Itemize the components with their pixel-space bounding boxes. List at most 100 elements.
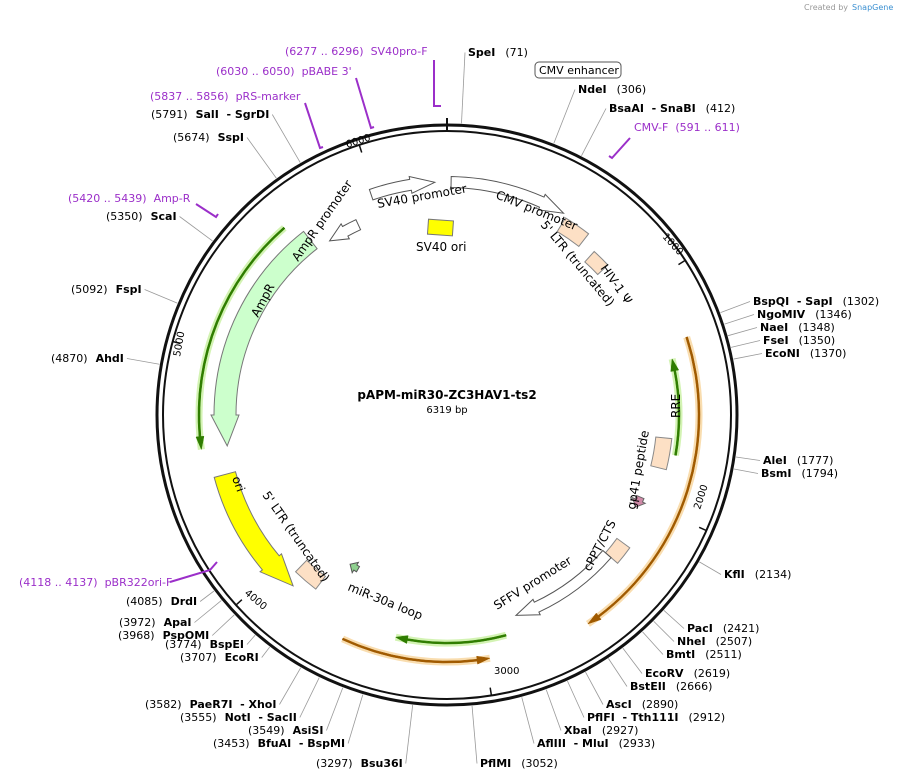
orange-arc-glow bbox=[586, 336, 703, 627]
enzyme-position: (2912) bbox=[689, 711, 726, 724]
primer-mark bbox=[169, 561, 218, 583]
enzyme-name: NgoMIV bbox=[757, 308, 806, 321]
enzyme-label: (4085) DrdI bbox=[126, 595, 197, 608]
watermark: Created by SnapGene bbox=[804, 3, 893, 12]
sffv-promoter-arrow bbox=[514, 549, 612, 616]
primer-label: CMV-F (591 .. 611) bbox=[634, 121, 740, 134]
enzyme-label: (3555) NotI - SacII bbox=[180, 711, 297, 724]
leader-line bbox=[642, 631, 664, 655]
primer-range: (5837 .. 5856) bbox=[150, 90, 229, 103]
enzyme-name: BstEII bbox=[630, 680, 666, 693]
tick-label: 3000 bbox=[494, 666, 519, 677]
tick bbox=[235, 599, 243, 606]
green-arc bbox=[195, 226, 286, 451]
primer-range: (591 .. 611) bbox=[675, 121, 740, 134]
enzyme-name: EcoRV bbox=[645, 667, 684, 680]
leader-line bbox=[471, 705, 478, 764]
tick-label: 2000 bbox=[692, 483, 710, 511]
leader-line bbox=[581, 108, 607, 156]
feature-label: gp41 peptide bbox=[624, 429, 652, 510]
ori-arrow bbox=[213, 471, 294, 587]
enzyme-name: SpeI bbox=[468, 46, 495, 59]
tick-label: 6000 bbox=[345, 133, 373, 151]
leader-line bbox=[727, 327, 758, 337]
leader-line bbox=[663, 610, 685, 629]
enzyme-position: (3555) bbox=[180, 711, 217, 724]
enzyme-name: ScaI bbox=[151, 210, 177, 223]
enzyme-label: (3297) Bsu36I bbox=[316, 757, 403, 770]
leader-line bbox=[733, 353, 763, 360]
watermark-prefix: Created by bbox=[804, 3, 848, 12]
primer-mark bbox=[195, 203, 219, 219]
feature-label: SV40 ori bbox=[416, 240, 467, 254]
map-length: 6319 bp bbox=[426, 405, 467, 416]
features bbox=[172, 144, 707, 696]
leader-line bbox=[326, 687, 344, 731]
gp41-mark bbox=[631, 494, 647, 508]
primer-name: pRS-marker bbox=[236, 90, 301, 103]
enzyme-position: (3549) bbox=[248, 724, 285, 737]
enzyme-name: DrdI bbox=[171, 595, 198, 608]
enzyme-position: (5791) bbox=[151, 108, 188, 121]
enzyme-name: BmtI bbox=[666, 648, 695, 661]
sv40-promoter-arrow bbox=[368, 175, 437, 201]
enzyme-position: (2933) bbox=[619, 737, 656, 750]
enzyme-label: (3582) PaeR7I - XhoI bbox=[145, 698, 276, 711]
leader-line bbox=[545, 689, 562, 731]
enzyme-label: PflMI (3052) bbox=[480, 757, 558, 770]
psi-box bbox=[584, 250, 609, 276]
enzyme-name: FseI bbox=[763, 334, 789, 347]
primer-name: pBABE 3' bbox=[302, 65, 352, 78]
enzyme-label: XbaI (2927) bbox=[564, 724, 638, 737]
leader-line bbox=[299, 677, 320, 718]
leader-line bbox=[622, 647, 643, 674]
cmv-promoter-arrow bbox=[450, 175, 565, 214]
mir30a-loop bbox=[349, 561, 361, 574]
enzyme-name: PspOMI bbox=[163, 629, 210, 642]
feature-box bbox=[534, 61, 622, 79]
enzyme-name: PflMI bbox=[480, 757, 511, 770]
tick-label: 5000 bbox=[172, 331, 187, 358]
enzyme-position: (3707) bbox=[180, 651, 217, 664]
leader-line bbox=[261, 646, 271, 658]
enzyme-position: (2507) bbox=[716, 635, 753, 648]
leader-line bbox=[585, 671, 604, 705]
tick bbox=[698, 526, 707, 532]
leader-line bbox=[461, 52, 466, 124]
sv40-ori-box bbox=[426, 218, 454, 237]
enzyme-name: NdeI bbox=[578, 83, 607, 96]
primer-range: (5420 .. 5439) bbox=[68, 192, 147, 205]
ampr-arrow bbox=[210, 230, 318, 448]
enzyme-position: (3297) bbox=[316, 757, 353, 770]
leader-lines bbox=[126, 52, 763, 764]
leader-line bbox=[405, 704, 414, 764]
primer-name: SV40pro-F bbox=[371, 45, 428, 58]
enzyme-label: AscI (2890) bbox=[606, 698, 678, 711]
enzyme-position: (2134) bbox=[755, 568, 792, 581]
leader-line bbox=[653, 620, 675, 642]
primer-label: (5420 .. 5439) Amp-R bbox=[68, 192, 191, 205]
orange-arc bbox=[587, 336, 701, 625]
primer-mark bbox=[304, 102, 324, 150]
orange-arc bbox=[341, 637, 491, 665]
enzyme-position: (3774) bbox=[165, 638, 202, 651]
leader-line bbox=[735, 456, 761, 461]
primer-mark bbox=[608, 137, 631, 160]
enzyme-position: (3972) bbox=[119, 616, 156, 629]
enzyme-name: BsmI bbox=[761, 467, 792, 480]
enzyme-name: SalI - SgrDI bbox=[196, 108, 270, 121]
enzyme-label: EcoRV (2619) bbox=[645, 667, 730, 680]
enzyme-label: (5350) ScaI bbox=[106, 210, 177, 223]
enzyme-label: NgoMIV (1346) bbox=[757, 308, 852, 321]
leader-line bbox=[567, 680, 585, 718]
leader-line bbox=[733, 468, 759, 474]
enzyme-name: Bsu36I bbox=[361, 757, 403, 770]
enzyme-position: (2890) bbox=[642, 698, 679, 711]
enzyme-position: (1370) bbox=[810, 347, 847, 360]
enzyme-name: XbaI bbox=[564, 724, 592, 737]
enzyme-label: (3549) AsiSI bbox=[248, 724, 323, 737]
enzyme-name: NheI bbox=[677, 635, 706, 648]
enzyme-position: (2619) bbox=[694, 667, 731, 680]
enzyme-position: (1350) bbox=[799, 334, 836, 347]
